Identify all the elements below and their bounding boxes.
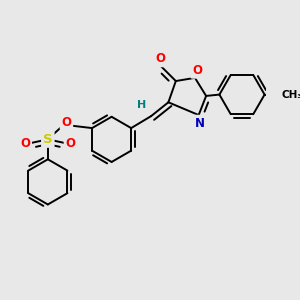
Text: N: N <box>195 116 205 130</box>
Text: O: O <box>192 64 202 77</box>
Text: O: O <box>20 137 30 150</box>
Text: O: O <box>155 52 165 65</box>
Text: O: O <box>65 137 75 150</box>
Text: CH₃: CH₃ <box>282 90 300 100</box>
Text: O: O <box>61 116 71 129</box>
Text: S: S <box>43 133 52 146</box>
Text: H: H <box>137 100 146 110</box>
